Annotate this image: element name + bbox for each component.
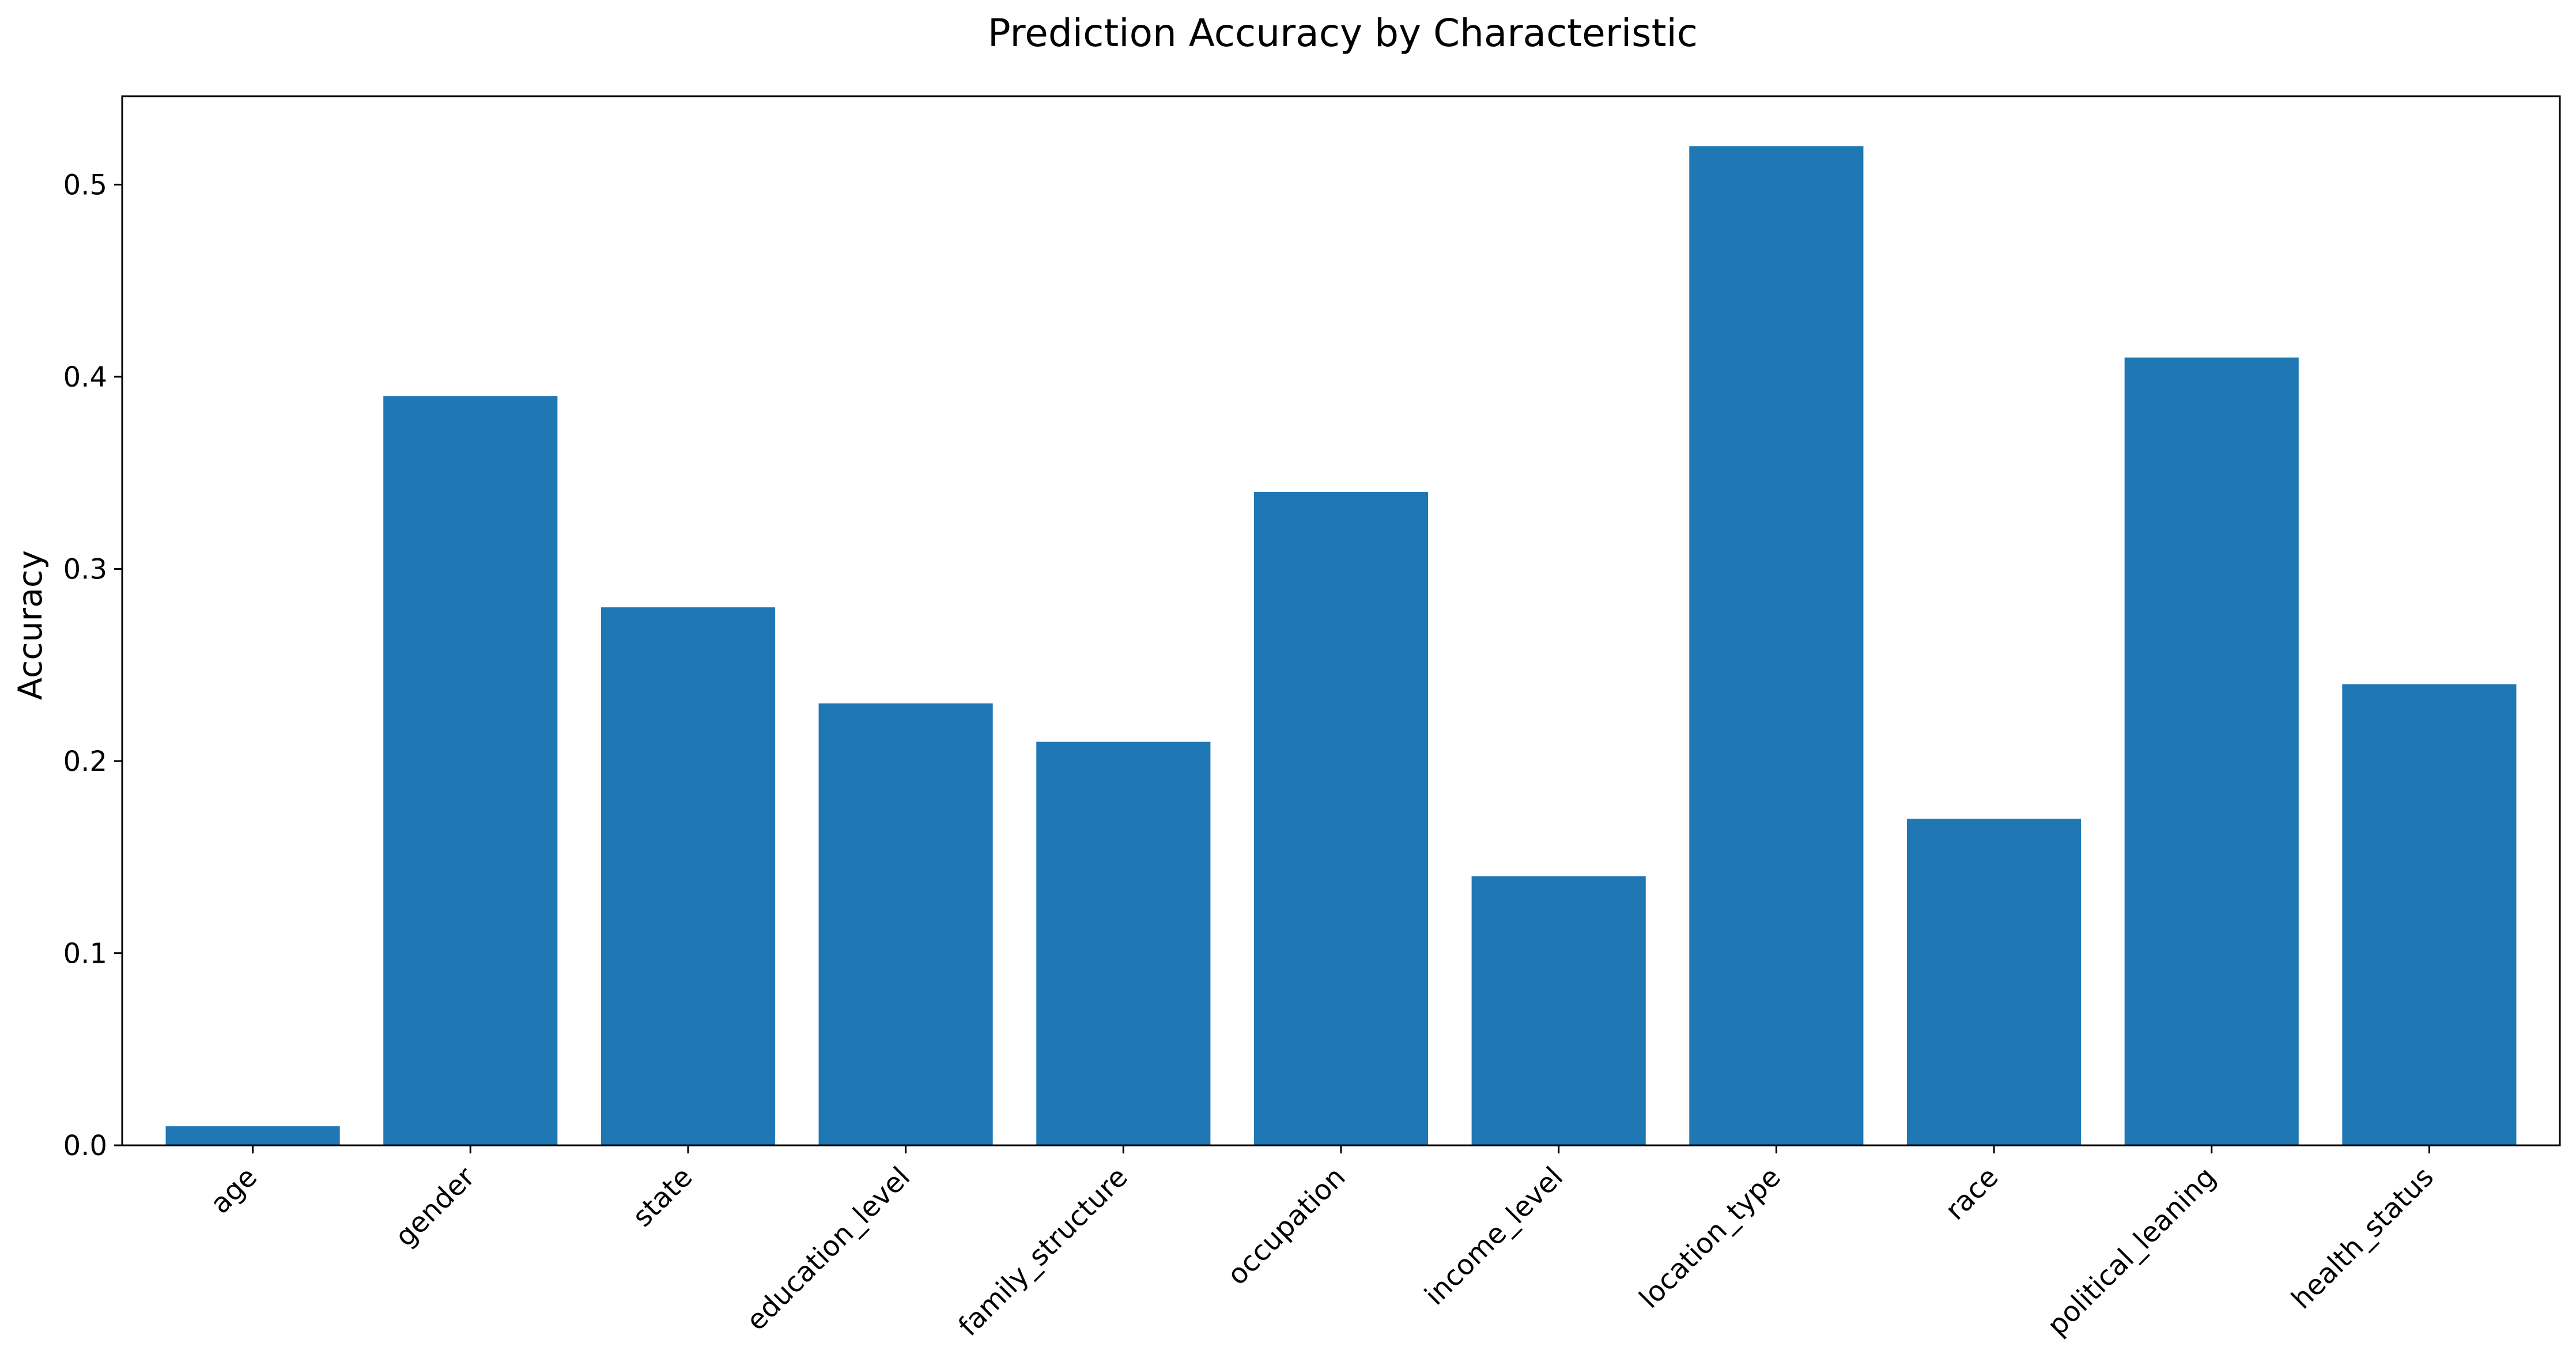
plot-frame <box>121 95 2561 1146</box>
y-tick-label: 0.5 <box>63 169 107 201</box>
y-tick-label: 0.0 <box>63 1130 107 1162</box>
bar-occupation <box>1253 492 1429 1145</box>
y-tick-label: 0.4 <box>63 361 107 393</box>
y-axis-ticks: 0.0 0.1 0.2 0.3 0.4 0.5 <box>63 169 122 1162</box>
y-tick-label: 0.3 <box>63 553 107 585</box>
bar-family-structure <box>1036 741 1211 1145</box>
bar-age <box>165 1126 340 1145</box>
bar-political-leaning <box>2124 357 2299 1145</box>
bar-state <box>600 607 776 1145</box>
bar-race <box>1906 819 2082 1145</box>
chart-title: Prediction Accuracy by Characteristic <box>988 11 1698 55</box>
y-axis-label: Accuracy <box>12 550 50 700</box>
y-tick-label: 0.1 <box>63 937 107 970</box>
bar-gender <box>383 396 558 1146</box>
bar-income-level <box>1471 876 1646 1145</box>
y-tick-label: 0.2 <box>63 746 107 778</box>
bars-group <box>165 146 2517 1146</box>
bar-education-level <box>818 703 993 1145</box>
bar-health-status <box>2342 684 2517 1145</box>
bar-location-type <box>1689 146 1864 1146</box>
